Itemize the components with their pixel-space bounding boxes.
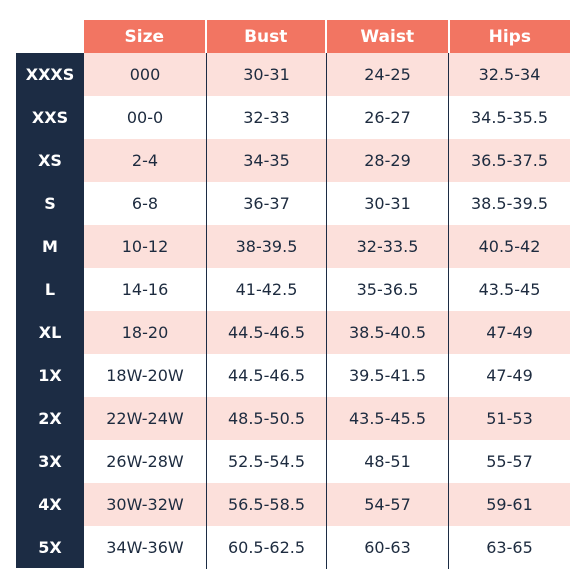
header-size: Size	[84, 20, 205, 53]
table-cell-bust: 38-39.5	[206, 225, 326, 268]
table-cell-size: 000	[84, 53, 206, 96]
table-cell-size: 30W-32W	[84, 483, 206, 526]
table-cell-bust: 30-31	[206, 53, 326, 96]
table-cell-waist: 28-29	[326, 139, 448, 182]
size-label: S	[44, 194, 56, 213]
table-cell-bust: 56.5-58.5	[206, 483, 326, 526]
table-cell-bust: 52.5-54.5	[206, 440, 326, 483]
table-cell-bust: 44.5-46.5	[206, 311, 326, 354]
table-cell-hips: 47-49	[448, 354, 570, 397]
table-cell-hips: 59-61	[448, 483, 570, 526]
table-cell-size: 18W-20W	[84, 354, 206, 397]
table-cell-waist: 30-31	[326, 182, 448, 225]
size-label: 2X	[38, 409, 62, 428]
table-cell-hips: 55-57	[448, 440, 570, 483]
table-cell-hips: 32.5-34	[448, 53, 570, 96]
size-label: 5X	[38, 538, 62, 557]
table-row: XS 2-4 34-35 28-29 36.5-37.5	[16, 139, 570, 182]
table-cell-hips: 51-53	[448, 397, 570, 440]
table-cell-size: 6-8	[84, 182, 206, 225]
table-row: 2X 22W-24W 48.5-50.5 43.5-45.5 51-53	[16, 397, 570, 440]
table-row: XXS 00-0 32-33 26-27 34.5-35.5	[16, 96, 570, 139]
table-cell-hips: 36.5-37.5	[448, 139, 570, 182]
table-cell-waist: 24-25	[326, 53, 448, 96]
table-row: XL 18-20 44.5-46.5 38.5-40.5 47-49	[16, 311, 570, 354]
table-cell-hips: 38.5-39.5	[448, 182, 570, 225]
size-label-column	[16, 53, 84, 568]
table-cell-bust: 41-42.5	[206, 268, 326, 311]
size-label: 3X	[38, 452, 62, 471]
size-label: XL	[38, 323, 62, 342]
table-cell-size: 10-12	[84, 225, 206, 268]
table-cell-waist: 48-51	[326, 440, 448, 483]
table-cell-hips: 43.5-45	[448, 268, 570, 311]
table-cell-size: 14-16	[84, 268, 206, 311]
header-waist: Waist	[325, 20, 448, 53]
header-hips: Hips	[447, 20, 571, 53]
table-cell-bust: 34-35	[206, 139, 326, 182]
table-cell-bust: 48.5-50.5	[206, 397, 326, 440]
header-row: Size Bust Waist Hips	[84, 20, 571, 53]
table-row: 5X 34W-36W 60.5-62.5 60-63 63-65	[16, 526, 570, 569]
table-cell-size: 18-20	[84, 311, 206, 354]
table-row: 1X 18W-20W 44.5-46.5 39.5-41.5 47-49	[16, 354, 570, 397]
table-cell-bust: 36-37	[206, 182, 326, 225]
size-label: XXS	[31, 108, 69, 127]
size-label: M	[42, 237, 58, 256]
table-cell-size: 26W-28W	[84, 440, 206, 483]
size-label: XXXS	[25, 65, 75, 84]
size-label: XS	[38, 151, 62, 170]
size-chart-table: Size Bust Waist Hips XXXS 000 30-31 24-25 32…	[16, 20, 571, 569]
table-row: S 6-8 36-37 30-31 38.5-39.5	[16, 182, 570, 225]
table-cell-waist: 43.5-45.5	[326, 397, 448, 440]
table-cell-waist: 60-63	[326, 526, 448, 569]
table-row: XXXS 000 30-31 24-25 32.5-34	[16, 53, 570, 96]
table-cell-size: 00-0	[84, 96, 206, 139]
table-cell-hips: 34.5-35.5	[448, 96, 570, 139]
table-cell-waist: 54-57	[326, 483, 448, 526]
table-cell-size: 22W-24W	[84, 397, 206, 440]
table-cell-bust: 44.5-46.5	[206, 354, 326, 397]
size-label: L	[44, 280, 56, 299]
table-cell-hips: 63-65	[448, 526, 570, 569]
table-cell-size: 34W-36W	[84, 526, 206, 569]
table-row: L 14-16 41-42.5 35-36.5 43.5-45	[16, 268, 570, 311]
table-row: 3X 26W-28W 52.5-54.5 48-51 55-57	[16, 440, 570, 483]
header-bust: Bust	[204, 20, 326, 53]
table-row: 4X 30W-32W 56.5-58.5 54-57 59-61	[16, 483, 570, 526]
table-row: M 10-12 38-39.5 32-33.5 40.5-42	[16, 225, 570, 268]
table-cell-bust: 32-33	[206, 96, 326, 139]
table-cell-waist: 39.5-41.5	[326, 354, 448, 397]
size-label: 1X	[38, 366, 62, 385]
table-cell-waist: 32-33.5	[326, 225, 448, 268]
table-cell-bust: 60.5-62.5	[206, 526, 326, 569]
size-label: 4X	[38, 495, 62, 514]
table-cell-waist: 26-27	[326, 96, 448, 139]
table-cell-size: 2-4	[84, 139, 206, 182]
table-cell-waist: 35-36.5	[326, 268, 448, 311]
table-cell-hips: 40.5-42	[448, 225, 570, 268]
table-cell-hips: 47-49	[448, 311, 570, 354]
table-cell-waist: 38.5-40.5	[326, 311, 448, 354]
